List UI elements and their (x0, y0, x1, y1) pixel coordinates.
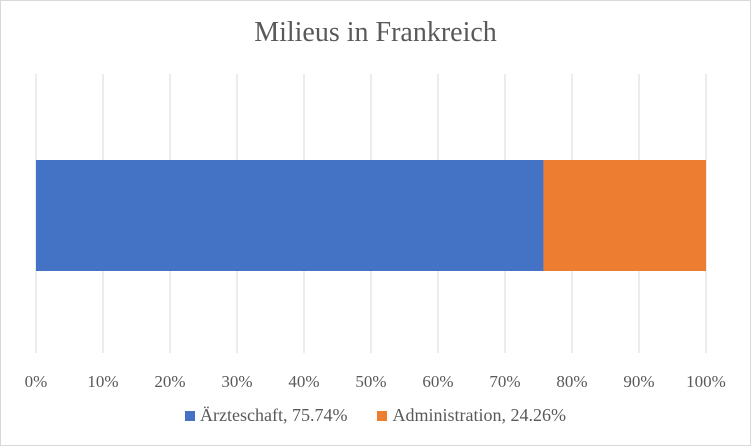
x-tick-label: 20% (154, 372, 185, 391)
bar-segment-1 (543, 160, 706, 271)
x-tick-label: 60% (422, 372, 453, 391)
x-tick-label: 30% (221, 372, 252, 391)
x-tick-label: 0% (25, 372, 48, 391)
legend-swatch (185, 410, 196, 421)
bars (36, 160, 706, 271)
x-tick-label: 70% (489, 372, 520, 391)
bar-segment-0 (36, 160, 544, 271)
legend-swatch (377, 410, 388, 421)
x-tick-label: 90% (623, 372, 654, 391)
legend-item-1: Administration, 24.26% (377, 405, 566, 426)
legend-item-0: Ärzteschaft, 75.74% (185, 405, 347, 426)
legend-label: Ärzteschaft, 75.74% (200, 405, 348, 425)
x-axis-ticks: 0% 10% 20% 30% 40% 50% 60% 70% 80% 90% 100% (25, 372, 726, 391)
x-tick-label: 50% (355, 372, 386, 391)
x-tick-label: 10% (87, 372, 118, 391)
legend-label: Administration, 24.26% (392, 405, 566, 425)
x-tick-label: 40% (288, 372, 319, 391)
x-tick-label: 100% (686, 372, 726, 391)
legend: Ärzteschaft, 75.74% Administration, 24.26… (1, 405, 750, 426)
chart-title: Milieus in Frankreich (254, 17, 497, 48)
x-tick-label: 80% (556, 372, 587, 391)
